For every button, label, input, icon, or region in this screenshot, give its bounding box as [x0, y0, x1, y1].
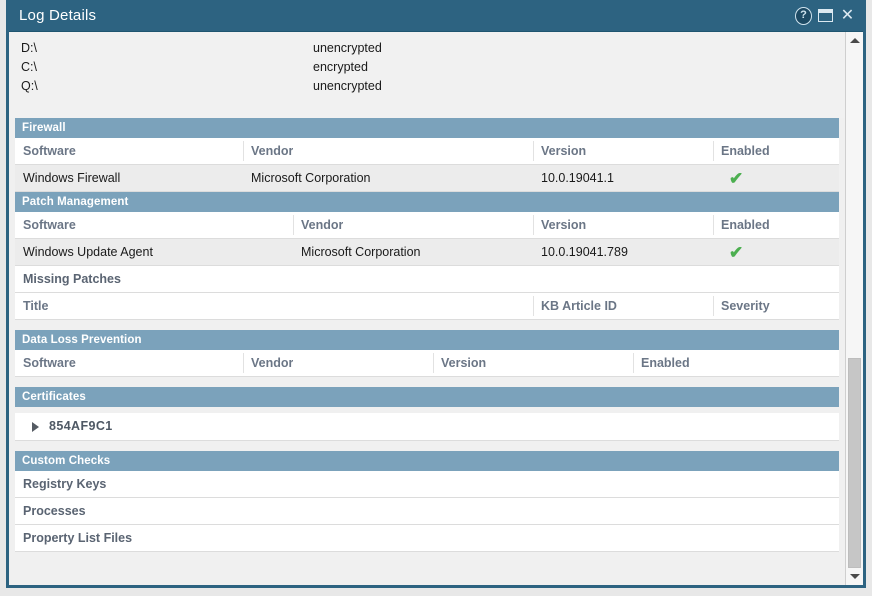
column-divider [713, 215, 714, 235]
drive-letter: D:\ [21, 41, 37, 55]
table-header-row: Title KB Article ID Severity [15, 293, 839, 320]
column-header-enabled: Enabled [721, 218, 770, 232]
section-header-custom-checks: Custom Checks [15, 451, 839, 471]
section-patch-management: Patch Management Software Vendor Version… [15, 192, 839, 320]
section-firewall: Firewall Software Vendor Version Enabled… [15, 118, 839, 192]
cell-software: Windows Update Agent [23, 245, 153, 259]
cell-software: Windows Firewall [23, 171, 121, 185]
chevron-right-icon[interactable] [32, 422, 39, 432]
section-certificates: Certificates 854AF9C1 [15, 387, 839, 441]
cell-version: 10.0.19041.789 [541, 245, 628, 259]
column-header-kb-article: KB Article ID [541, 299, 617, 313]
help-icon[interactable]: ? [795, 6, 812, 25]
column-divider [713, 141, 714, 161]
column-divider [243, 353, 244, 373]
check-icon: ✔ [729, 169, 744, 188]
custom-check-item[interactable]: Processes [15, 498, 839, 525]
column-header-enabled: Enabled [641, 356, 690, 370]
column-header-vendor: Vendor [251, 144, 294, 158]
custom-check-label: Registry Keys [23, 477, 107, 491]
page-title: Log Details [19, 7, 97, 24]
section-data-loss-prevention: Data Loss Prevention Software Vendor Ver… [15, 330, 839, 377]
drive-letter: C:\ [21, 60, 37, 74]
restore-icon[interactable] [817, 7, 834, 24]
column-header-version: Version [541, 144, 587, 158]
scroll-down-arrow-icon[interactable] [846, 568, 863, 585]
list-item: D:\ unencrypted [9, 39, 845, 58]
window-titlebar[interactable]: Log Details ? ✕ [9, 0, 863, 31]
spacer [9, 320, 845, 330]
triangle-down-glyph [849, 574, 860, 579]
column-divider [533, 215, 534, 235]
drive-status: encrypted [313, 60, 368, 74]
table-header-row: Software Vendor Version Enabled [15, 212, 839, 239]
drive-status: unencrypted [313, 79, 382, 93]
certificate-id: 854AF9C1 [49, 419, 113, 433]
table-header-row: Software Vendor Version Enabled [15, 138, 839, 165]
spacer [9, 377, 845, 387]
section-header-firewall: Firewall [15, 118, 839, 138]
column-divider [243, 141, 244, 161]
drive-status: unencrypted [313, 41, 382, 55]
column-header-software: Software [23, 356, 76, 370]
section-header-certificates: Certificates [15, 387, 839, 407]
table-row: Windows Update Agent Microsoft Corporati… [15, 239, 839, 266]
window-controls: ? ✕ [795, 6, 859, 25]
column-header-version: Version [541, 218, 587, 232]
cell-version: 10.0.19041.1 [541, 171, 614, 185]
column-divider [633, 353, 634, 373]
cell-vendor: Microsoft Corporation [301, 245, 421, 259]
drive-encryption-list: D:\ unencrypted C:\ encrypted Q:\ unencr… [9, 32, 845, 118]
custom-check-item[interactable]: Property List Files [15, 525, 839, 552]
cell-vendor: Microsoft Corporation [251, 171, 371, 185]
column-header-enabled: Enabled [721, 144, 770, 158]
column-header-version: Version [441, 356, 487, 370]
subsection-missing-patches: Missing Patches [15, 266, 839, 293]
section-custom-checks: Custom Checks Registry Keys Processes Pr… [15, 451, 839, 552]
custom-check-label: Property List Files [23, 531, 133, 545]
column-header-software: Software [23, 218, 76, 232]
table-header-row: Software Vendor Version Enabled [15, 350, 839, 377]
section-header-patch-management: Patch Management [15, 192, 839, 212]
list-item: C:\ encrypted [9, 58, 845, 77]
column-divider [293, 215, 294, 235]
column-header-severity: Severity [721, 299, 770, 313]
section-header-data-loss-prevention: Data Loss Prevention [15, 330, 839, 350]
certificate-item[interactable]: 854AF9C1 [15, 413, 839, 441]
custom-check-label: Processes [23, 504, 86, 518]
subsection-label: Missing Patches [23, 272, 121, 286]
vertical-scrollbar[interactable] [845, 32, 863, 585]
triangle-up-glyph [849, 38, 860, 43]
scroll-content: D:\ unencrypted C:\ encrypted Q:\ unencr… [9, 32, 845, 585]
help-glyph: ? [795, 6, 812, 25]
list-item: Q:\ unencrypted [9, 77, 845, 96]
window-body: D:\ unencrypted C:\ encrypted Q:\ unencr… [9, 31, 863, 585]
column-header-title: Title [23, 299, 49, 313]
scroll-up-arrow-icon[interactable] [846, 32, 863, 49]
log-details-window: Log Details ? ✕ D:\ unencrypted C:\ [6, 0, 866, 588]
close-icon[interactable]: ✕ [839, 7, 856, 24]
table-row: Windows Firewall Microsoft Corporation 1… [15, 165, 839, 192]
column-divider [533, 141, 534, 161]
check-icon: ✔ [729, 243, 744, 262]
column-divider [713, 296, 714, 316]
column-header-vendor: Vendor [251, 356, 294, 370]
drive-letter: Q:\ [21, 79, 38, 93]
column-header-software: Software [23, 144, 76, 158]
spacer [9, 441, 845, 451]
close-glyph: ✕ [840, 7, 855, 24]
column-header-vendor: Vendor [301, 218, 344, 232]
column-divider [433, 353, 434, 373]
scrollbar-thumb[interactable] [848, 358, 861, 568]
custom-check-item[interactable]: Registry Keys [15, 471, 839, 498]
column-divider [533, 296, 534, 316]
restore-glyph [818, 9, 833, 22]
